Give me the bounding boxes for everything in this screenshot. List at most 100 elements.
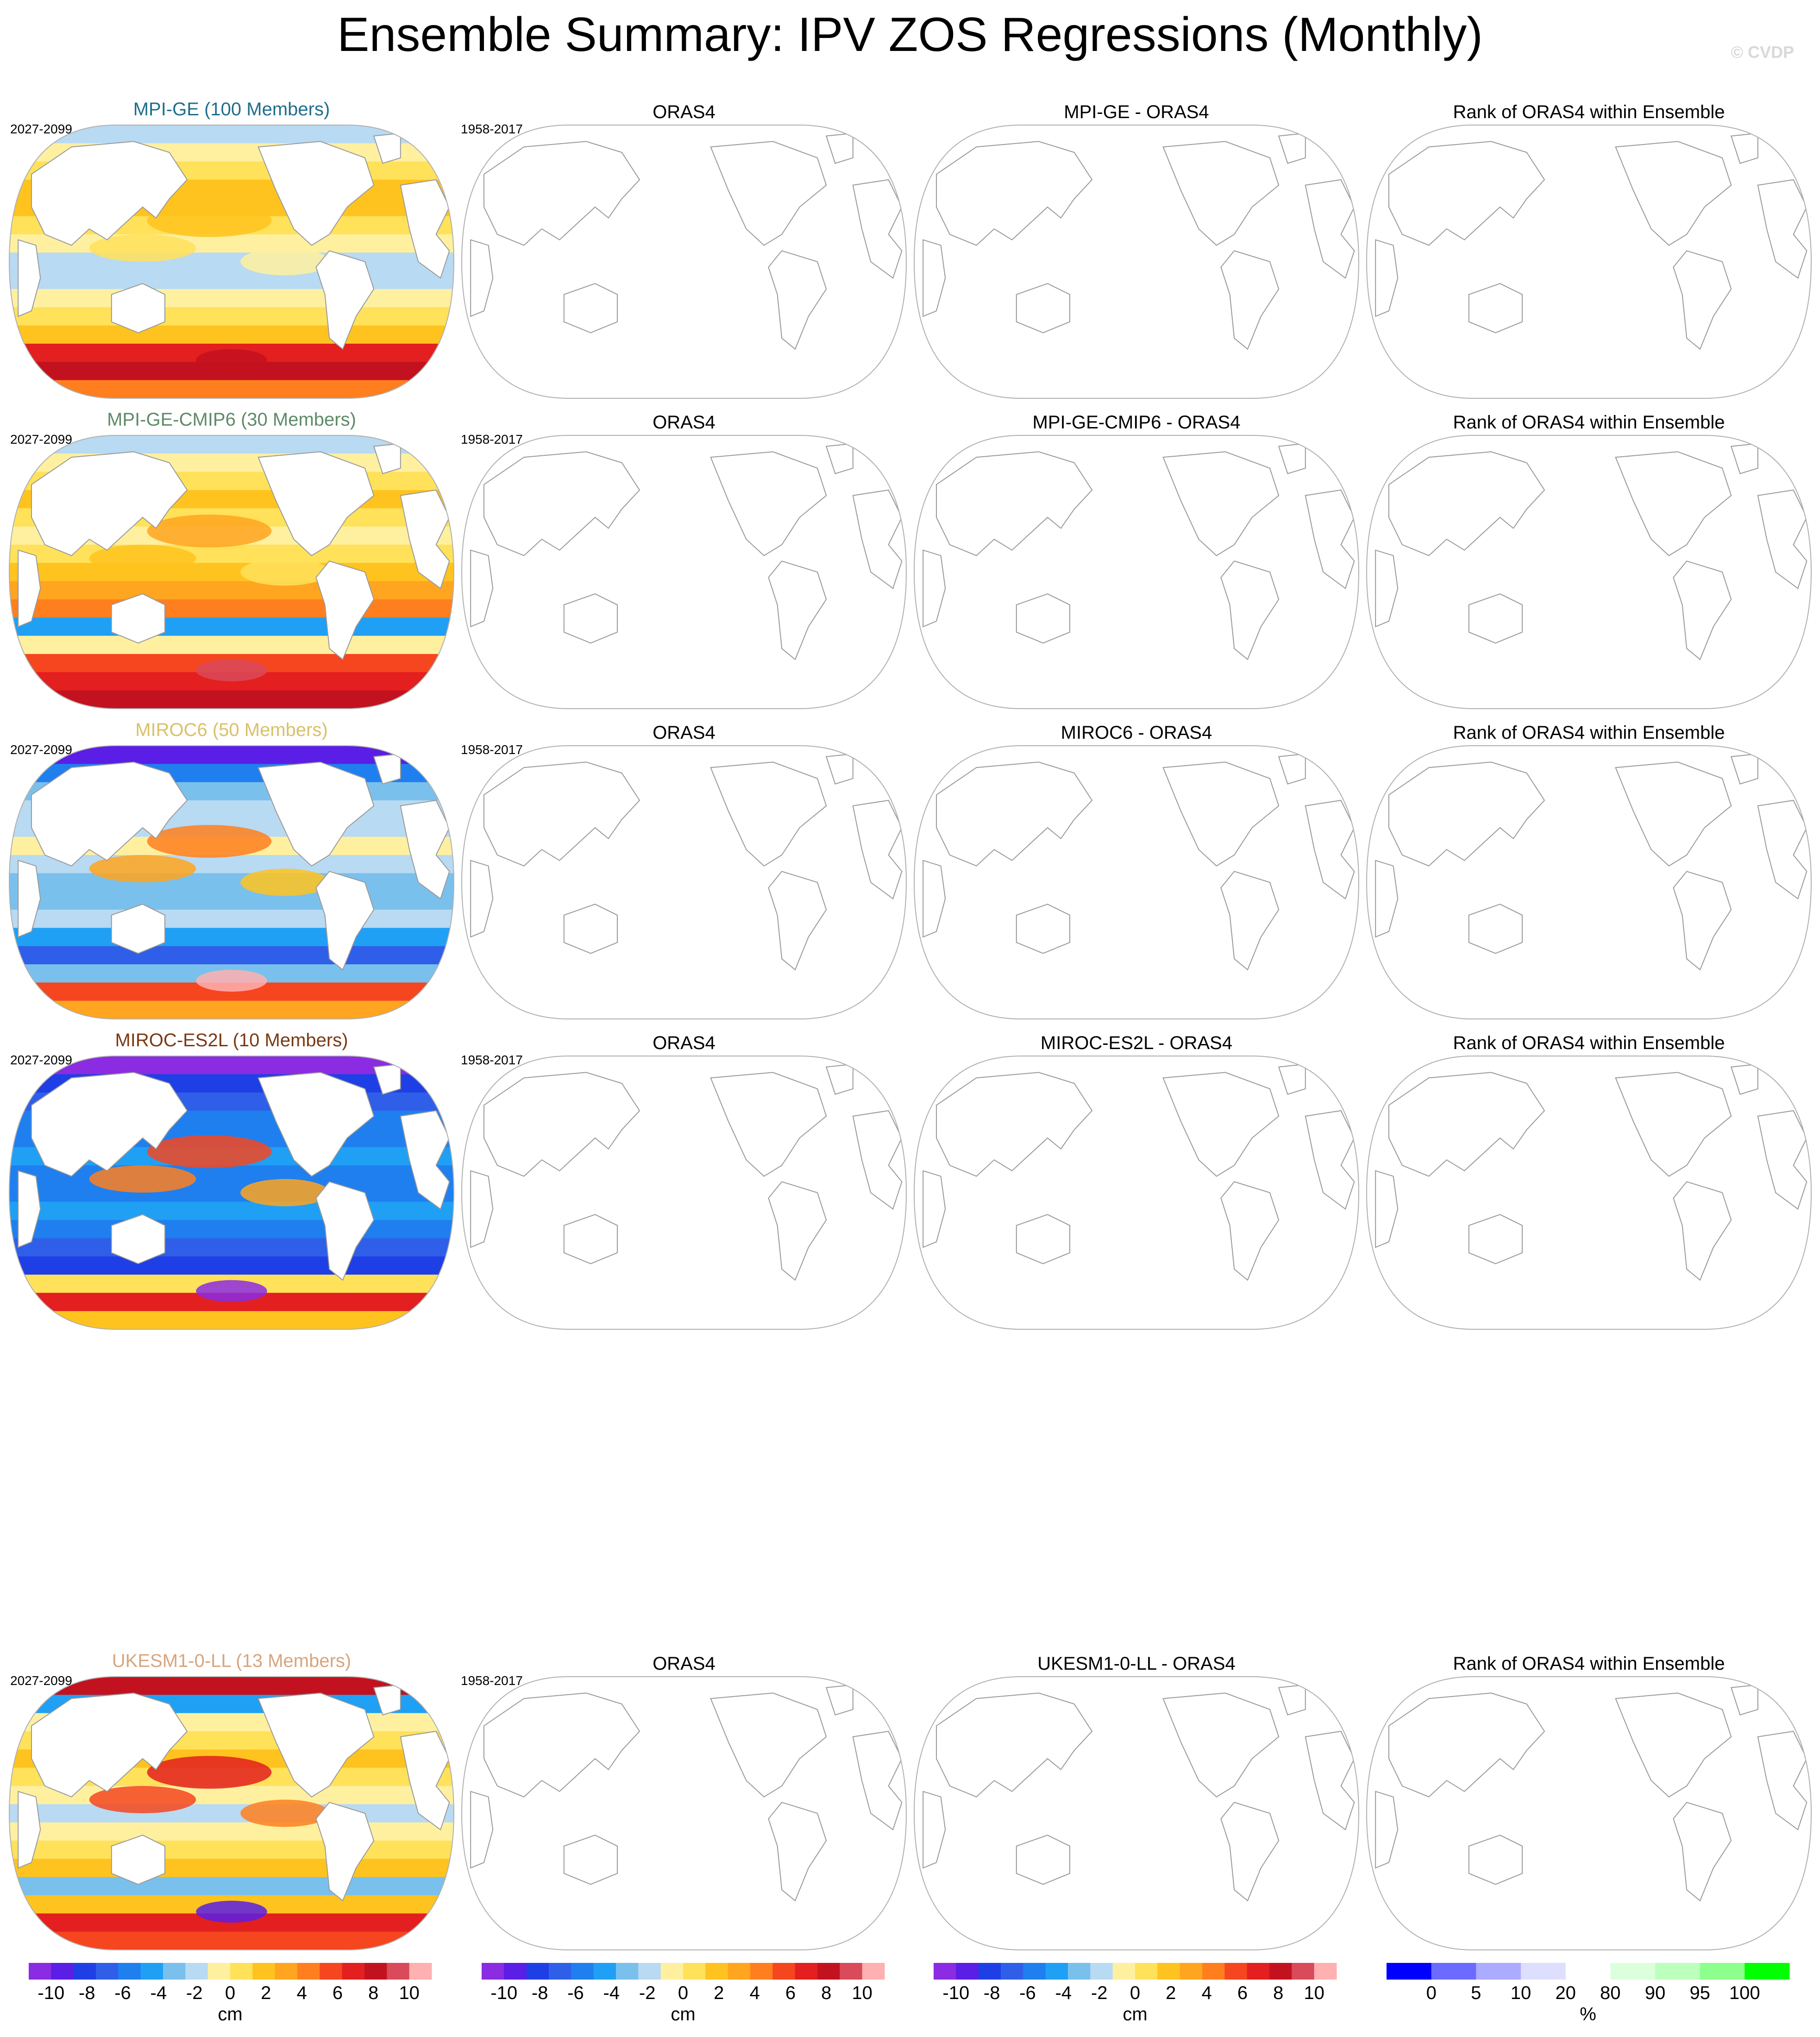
contour-band bbox=[9, 234, 454, 253]
contour-blob bbox=[196, 1900, 267, 1923]
colorbar-cm-swatch bbox=[862, 1963, 885, 1980]
colorbar-cm-swatch bbox=[1247, 1963, 1270, 1980]
continent-outline bbox=[470, 860, 494, 938]
continent-outline bbox=[1305, 179, 1355, 279]
colorbar-cm-tick-label: 6 bbox=[333, 1983, 343, 2003]
map-boundary bbox=[1366, 745, 1812, 1019]
continent-outline bbox=[563, 1214, 618, 1264]
continent-outline bbox=[1305, 1730, 1355, 1831]
panel-title-diff: MPI-GE-CMIP6 - ORAS4 bbox=[1032, 412, 1241, 433]
map-boundary bbox=[461, 435, 907, 709]
contour-blob bbox=[147, 204, 272, 237]
panel-title-rank: Rank of ORAS4 within Ensemble bbox=[1453, 102, 1725, 122]
colorbar-cm-swatch bbox=[1202, 1963, 1225, 1980]
continent-outline bbox=[1162, 451, 1280, 556]
continent-outline bbox=[1730, 1684, 1758, 1716]
contour-blob bbox=[89, 234, 196, 262]
colorbar-cm-swatch bbox=[163, 1963, 186, 1980]
continent-outline bbox=[1375, 549, 1399, 628]
panel-title-obs: ORAS4 bbox=[653, 1033, 715, 1053]
continent-outline bbox=[400, 1110, 450, 1210]
colorbar-cm-tick-label: -4 bbox=[603, 1983, 620, 2003]
continent-outline bbox=[31, 761, 188, 867]
colorbar-cm-tick-label: 6 bbox=[1237, 1983, 1248, 2003]
colorbar-rank-units: % bbox=[1580, 2004, 1596, 2024]
colorbar-cm-tick-label: -10 bbox=[490, 1983, 517, 2003]
continent-outline bbox=[1673, 1802, 1732, 1902]
contour-blob bbox=[240, 1799, 330, 1827]
colorbar-cm-tick-label: -2 bbox=[1091, 1983, 1108, 2003]
colorbar-cm-swatch bbox=[705, 1963, 728, 1980]
colorbar-rank-swatch bbox=[1745, 1963, 1790, 1980]
colorbar-rank-tick-label: 90 bbox=[1645, 1983, 1666, 2003]
map-obs bbox=[461, 1056, 907, 1330]
colorbar-cm-swatch bbox=[29, 1963, 51, 1980]
panel-title-diff: MIROC-ES2L - ORAS4 bbox=[1040, 1033, 1233, 1053]
contour-band bbox=[9, 635, 454, 654]
contour-band bbox=[9, 690, 454, 709]
continent-outline bbox=[710, 451, 827, 556]
contour-band bbox=[9, 1183, 454, 1202]
panel-title-rank: Rank of ORAS4 within Ensemble bbox=[1453, 412, 1725, 433]
continent-outline bbox=[1757, 1110, 1807, 1210]
continent-outline bbox=[315, 871, 375, 971]
map-rank bbox=[1366, 1676, 1812, 1950]
colorbar-cm-swatch bbox=[297, 1963, 320, 1980]
colorbar-cm-tick-label: 8 bbox=[1273, 1983, 1283, 2003]
continent-outline bbox=[852, 799, 903, 900]
continent-outline bbox=[1375, 239, 1399, 317]
colorbar-rank-tick-label: 100 bbox=[1729, 1983, 1760, 2003]
contour-band bbox=[9, 855, 454, 874]
panel-title-obs: ORAS4 bbox=[653, 102, 715, 122]
colorbar-cm-swatch bbox=[728, 1963, 751, 1980]
continent-outline bbox=[111, 593, 165, 644]
continent-outline bbox=[470, 1791, 494, 1869]
continent-outline bbox=[852, 1110, 903, 1210]
contour-band bbox=[9, 1841, 454, 1860]
colorbar-cm-tick-label: 2 bbox=[1166, 1983, 1176, 2003]
contour-band bbox=[9, 325, 454, 344]
colorbar-cm-tick-label: 0 bbox=[1130, 1983, 1140, 2003]
continent-outline bbox=[483, 761, 640, 867]
colorbar-cm-swatch bbox=[342, 1963, 365, 1980]
colorbar-cm-swatch bbox=[1224, 1963, 1248, 1980]
colorbar-cm-tick-label: -8 bbox=[984, 1983, 1000, 2003]
contour-band bbox=[9, 946, 454, 965]
continent-outline bbox=[825, 753, 854, 785]
map-boundary bbox=[1366, 1056, 1812, 1330]
map-rank bbox=[1366, 745, 1812, 1019]
continent-outline bbox=[1757, 179, 1807, 279]
map-boundary bbox=[8, 745, 455, 1019]
contour-blob bbox=[147, 1756, 272, 1789]
map-boundary bbox=[1366, 125, 1812, 399]
contour-blob bbox=[89, 1786, 196, 1813]
panel-title-ensemble: MIROC-ES2L (10 Members) bbox=[115, 1030, 348, 1050]
continent-outline bbox=[400, 489, 450, 590]
colorbar-cm-swatch bbox=[978, 1963, 1001, 1980]
contour-blob bbox=[89, 855, 196, 882]
continent-outline bbox=[923, 549, 946, 628]
continent-outline bbox=[768, 250, 827, 350]
colorbar-rank-swatch bbox=[1700, 1963, 1745, 1980]
map-boundary bbox=[461, 1056, 907, 1330]
colorbar-rank-swatch bbox=[1655, 1963, 1701, 1980]
continent-outline bbox=[257, 141, 375, 246]
continent-outline bbox=[483, 1692, 640, 1798]
continent-outline bbox=[373, 753, 401, 785]
contour-blob bbox=[196, 1280, 267, 1302]
continent-outline bbox=[1673, 560, 1732, 660]
contour-band bbox=[9, 910, 454, 929]
contour-band bbox=[9, 545, 454, 564]
colorbar-cm-tick-label: 0 bbox=[225, 1983, 235, 2003]
continent-outline bbox=[373, 132, 401, 164]
continent-outline bbox=[373, 1063, 401, 1095]
map-diff bbox=[913, 435, 1360, 709]
period-label-obs: 1958-2017 bbox=[461, 742, 523, 757]
continent-outline bbox=[563, 904, 618, 954]
contour-band bbox=[9, 289, 454, 308]
map-boundary bbox=[913, 1056, 1360, 1330]
colorbar-cm-swatch bbox=[1045, 1963, 1068, 1980]
continent-outline bbox=[923, 1791, 946, 1869]
colorbar-cm-swatch bbox=[1090, 1963, 1113, 1980]
continent-outline bbox=[1673, 1181, 1732, 1281]
